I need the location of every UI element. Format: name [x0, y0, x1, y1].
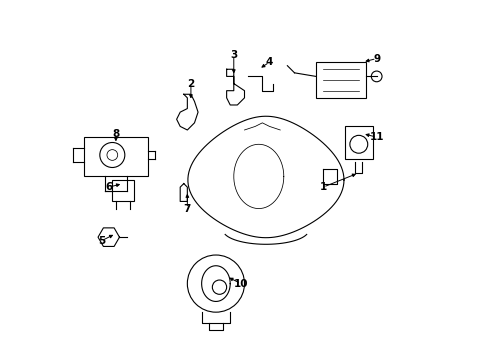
Text: 10: 10 — [233, 279, 248, 289]
Text: 8: 8 — [112, 129, 119, 139]
Text: 11: 11 — [368, 132, 383, 142]
Text: 6: 6 — [105, 182, 112, 192]
Text: 4: 4 — [265, 57, 273, 67]
Bar — [315, 62, 365, 98]
Text: 3: 3 — [230, 50, 237, 60]
Text: 9: 9 — [372, 54, 380, 64]
Text: 2: 2 — [187, 78, 194, 89]
Bar — [344, 126, 372, 158]
Text: 7: 7 — [183, 203, 191, 213]
Text: 5: 5 — [98, 236, 105, 246]
Bar — [83, 137, 148, 176]
Bar — [112, 180, 134, 202]
Text: 1: 1 — [319, 182, 326, 192]
